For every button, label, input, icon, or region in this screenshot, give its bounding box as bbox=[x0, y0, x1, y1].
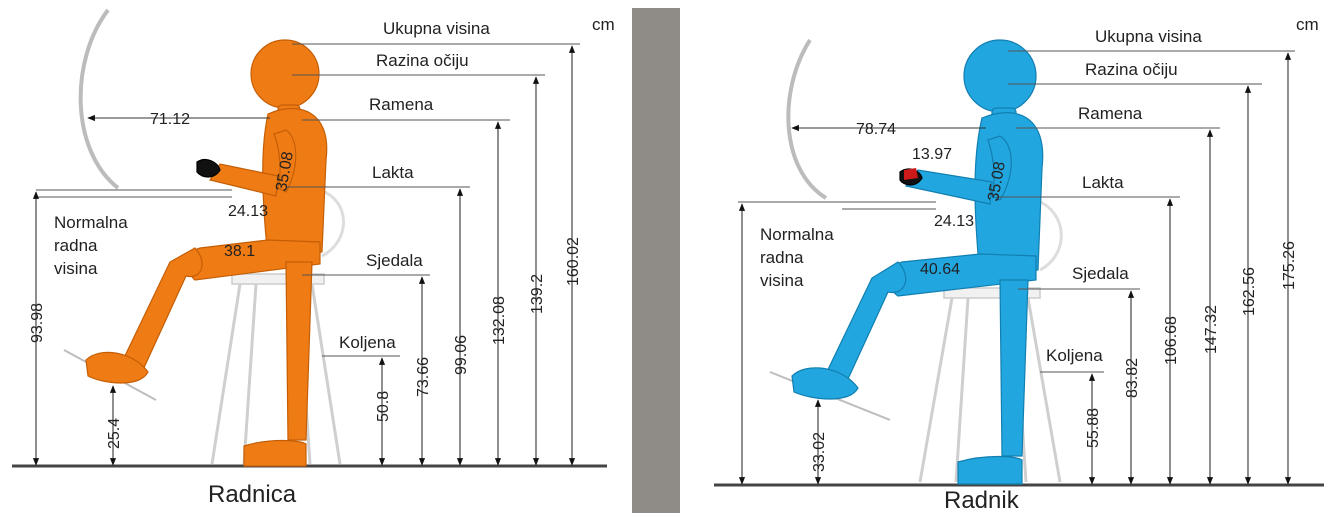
caption-radnik: Radnik bbox=[944, 487, 1020, 513]
label-sjedala: Sjedala bbox=[366, 251, 423, 270]
male-figure bbox=[791, 39, 1044, 485]
value-ramena: 147.32 bbox=[1203, 305, 1220, 354]
value-saka: 13.97 bbox=[912, 146, 952, 163]
caption-radnica: Radnica bbox=[208, 481, 297, 508]
label-koljena: Koljena bbox=[339, 333, 396, 352]
value-natkoljenica: 38.1 bbox=[224, 243, 255, 260]
value-koljena: 55.88 bbox=[1085, 408, 1102, 448]
value-podlaktica: 24.13 bbox=[228, 203, 268, 220]
label-ukupna-visina: Ukupna visina bbox=[383, 19, 490, 38]
panel-right: Ukupna visina Razina očiju Ramena Lakta … bbox=[714, 15, 1324, 514]
value-ramena: 132.08 bbox=[491, 296, 508, 345]
label-radna: radna bbox=[54, 236, 98, 255]
value-normalna: 93.98 bbox=[29, 303, 46, 343]
divider-strip bbox=[632, 8, 680, 513]
label-lakta: Lakta bbox=[372, 163, 414, 182]
value-stopalo: 33.02 bbox=[811, 432, 828, 472]
reach-arc bbox=[786, 38, 828, 200]
label-visina: visina bbox=[760, 271, 804, 290]
value-sjedala: 83.82 bbox=[1124, 358, 1141, 398]
female-figure bbox=[85, 39, 328, 467]
label-razina-ociju: Razina očiju bbox=[1085, 60, 1178, 79]
value-lakta: 106.68 bbox=[1163, 316, 1180, 365]
label-normalna: Normalna bbox=[760, 225, 834, 244]
label-ramena: Ramena bbox=[1078, 104, 1143, 123]
value-doseg: 78.74 bbox=[856, 121, 896, 138]
label-koljena: Koljena bbox=[1046, 346, 1103, 365]
value-lakta: 99.06 bbox=[453, 335, 470, 375]
value-ukupna-visina: 160.02 bbox=[565, 237, 582, 286]
unit-label: cm bbox=[592, 15, 615, 34]
value-nadlaktica: 35.08 bbox=[985, 160, 1009, 202]
reach-arc bbox=[78, 8, 120, 190]
label-sjedala: Sjedala bbox=[1072, 264, 1129, 283]
value-podlaktica: 24.13 bbox=[934, 213, 974, 230]
label-radna: radna bbox=[760, 248, 804, 267]
value-razina-ociju: 139.2 bbox=[529, 274, 546, 314]
label-normalna: Normalna bbox=[54, 213, 128, 232]
value-ukupna-visina: 175.26 bbox=[1281, 241, 1298, 290]
value-natkoljenica: 40.64 bbox=[920, 261, 960, 278]
value-stopalo: 25.4 bbox=[106, 418, 123, 449]
value-doseg: 71.12 bbox=[150, 111, 190, 128]
unit-label: cm bbox=[1296, 15, 1319, 34]
value-sjedala: 73.66 bbox=[415, 357, 432, 397]
label-razina-ociju: Razina očiju bbox=[376, 51, 469, 70]
label-lakta: Lakta bbox=[1082, 173, 1124, 192]
panel-left: Ukupna visina Razina očiju Ramena Lakta … bbox=[12, 8, 615, 508]
value-nadlaktica: 35.08 bbox=[273, 150, 297, 192]
label-ramena: Ramena bbox=[369, 95, 434, 114]
value-koljena: 50.8 bbox=[375, 391, 392, 422]
label-visina: visina bbox=[54, 259, 98, 278]
label-ukupna-visina: Ukupna visina bbox=[1095, 27, 1202, 46]
value-razina-ociju: 162.56 bbox=[1241, 267, 1258, 316]
